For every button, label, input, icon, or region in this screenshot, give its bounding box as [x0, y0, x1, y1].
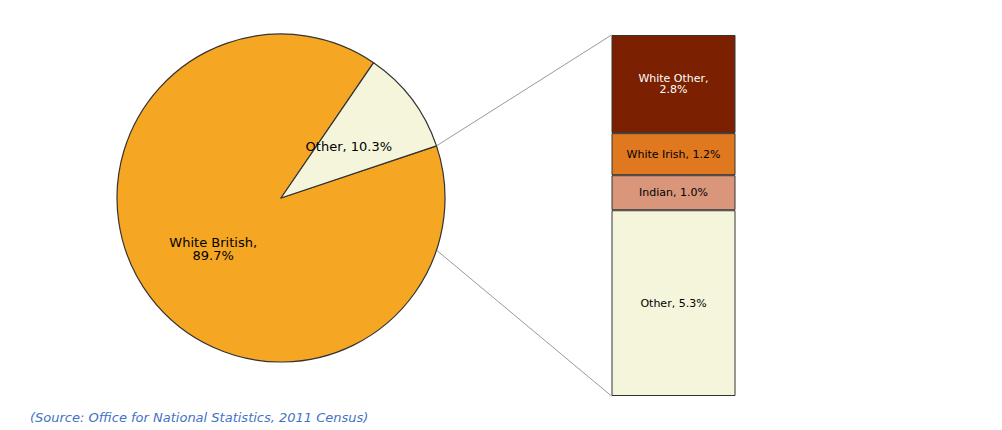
svg-text:89.7%: 89.7% [193, 248, 234, 263]
svg-text:Other, 10.3%: Other, 10.3% [306, 139, 392, 154]
svg-text:Other, 5.3%: Other, 5.3% [640, 297, 706, 310]
svg-text:2.8%: 2.8% [660, 83, 688, 96]
svg-text:White Other,: White Other, [638, 72, 709, 86]
svg-text:(Source: Office for National S: (Source: Office for National Statistics,… [30, 410, 368, 425]
svg-text:White Irish, 1.2%: White Irish, 1.2% [627, 148, 721, 161]
svg-text:White British,: White British, [169, 235, 257, 251]
svg-text:Indian, 1.0%: Indian, 1.0% [639, 186, 708, 199]
